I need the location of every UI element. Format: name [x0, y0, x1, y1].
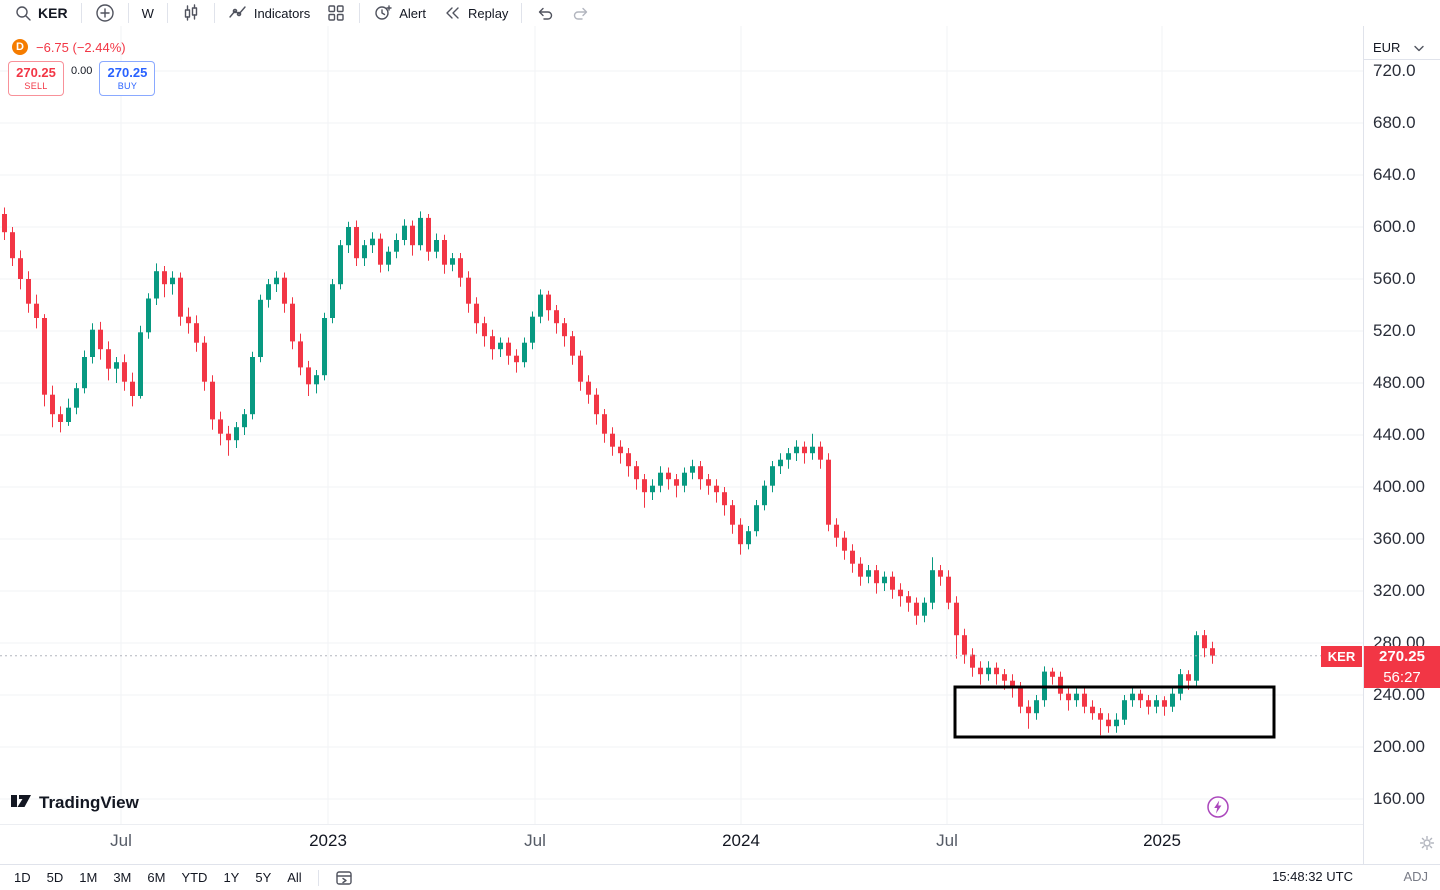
order-panel: 270.25 SELL 0.00 270.25 BUY: [8, 61, 156, 96]
toolbar-divider: [359, 3, 361, 23]
alarm-clock-plus-icon: [373, 3, 393, 23]
buy-label: BUY: [117, 81, 138, 91]
price-change-text: −6.75 (−2.44%): [36, 39, 126, 55]
time-tick-label: Jul: [936, 831, 958, 850]
toolbar-divider: [521, 3, 523, 23]
tradingview-logo-text: TradingView: [39, 792, 139, 812]
price-tick-label: 200.00: [1373, 737, 1425, 756]
price-tick-label: 360.00: [1373, 529, 1425, 548]
compare-add-button[interactable]: [87, 1, 123, 25]
time-tick-label: 2024: [722, 831, 760, 850]
last-price-symbol-tag: KER: [1321, 646, 1362, 667]
price-tick-label: 480.00: [1373, 373, 1425, 392]
redo-button[interactable]: [563, 1, 599, 25]
last-price-label: 270.25: [1364, 646, 1440, 667]
price-tick-label: 520.0: [1373, 321, 1416, 340]
time-axis-settings-icon[interactable]: [1419, 835, 1435, 855]
sell-label: SELL: [24, 81, 48, 91]
price-tick-label: 400.00: [1373, 477, 1425, 496]
axis-separator: [1363, 26, 1364, 890]
range-button-all[interactable]: All: [279, 867, 309, 889]
time-axis[interactable]: Jul 2023 Jul 2024 Jul 2025: [0, 824, 1363, 864]
chevron-down-icon: [1414, 40, 1425, 55]
candles: [2, 207, 1215, 736]
range-button-3m[interactable]: 3M: [105, 867, 139, 889]
layout-grid-button[interactable]: [318, 1, 354, 25]
alert-label: Alert: [399, 5, 426, 21]
currency-selector[interactable]: EUR: [1364, 36, 1440, 60]
price-tick-label: 240.00: [1373, 685, 1425, 704]
boost-lightning-icon[interactable]: [1206, 795, 1230, 824]
search-icon: [14, 4, 32, 22]
price-axis[interactable]: EUR 720.0 680.0 640.0 600.0 560.0 520.0 480.00…: [1364, 26, 1440, 824]
spread-value: 0.00: [64, 61, 100, 77]
range-button-5y[interactable]: 5Y: [247, 867, 279, 889]
range-button-1d[interactable]: 1D: [6, 867, 39, 889]
time-tick-label: Jul: [524, 831, 546, 850]
grid-layout-icon: [326, 3, 346, 23]
symbol-name: KER: [38, 5, 68, 21]
bar-countdown-label: 56:27: [1364, 667, 1440, 688]
time-tick-label: 2023: [309, 831, 347, 850]
chart-type-button[interactable]: [173, 1, 209, 25]
sell-price: 270.25: [16, 65, 56, 80]
delayed-data-badge[interactable]: D: [12, 39, 28, 55]
symbol-search-button[interactable]: KER: [6, 1, 76, 25]
range-button-1m[interactable]: 1M: [71, 867, 105, 889]
indicators-icon: [228, 3, 248, 23]
price-tick-label: 600.0: [1373, 217, 1416, 236]
alert-button[interactable]: Alert: [365, 1, 434, 25]
plus-circle-icon: [95, 3, 115, 23]
price-tick-label: 720.0: [1373, 61, 1416, 80]
price-tick-label: 440.00: [1373, 425, 1425, 444]
toolbar-divider: [213, 3, 215, 23]
toolbar-divider: [166, 3, 168, 23]
range-button-1y[interactable]: 1Y: [215, 867, 247, 889]
buy-button[interactable]: 270.25 BUY: [99, 61, 156, 96]
time-tick-label: Jul: [110, 831, 132, 850]
indicators-label: Indicators: [253, 5, 311, 21]
adjusted-data-toggle[interactable]: ADJ: [1403, 869, 1428, 884]
sell-button[interactable]: 270.25 SELL: [8, 61, 64, 96]
price-tick-label: 640.0: [1373, 165, 1416, 184]
buy-price: 270.25: [107, 65, 148, 80]
range-button-6m[interactable]: 6M: [139, 867, 173, 889]
time-tick-label: 2025: [1143, 831, 1181, 850]
top-toolbar: KER W Indicators: [0, 0, 1440, 26]
drawing-rectangle[interactable]: [953, 685, 1276, 739]
toolbar-divider: [127, 3, 129, 23]
undo-arrow-icon: [535, 3, 555, 23]
replay-label: Replay: [467, 5, 509, 21]
calendar-goto-icon: [335, 869, 353, 887]
replay-rewind-icon: [442, 3, 462, 23]
replay-button[interactable]: Replay: [434, 1, 516, 25]
tradingview-logo[interactable]: TradingView: [10, 789, 139, 816]
redo-arrow-icon: [571, 3, 591, 23]
date-range-buttons: 1D 5D 1M 3M 6M YTD 1Y 5Y All: [6, 867, 310, 889]
range-button-ytd[interactable]: YTD: [173, 867, 215, 889]
price-tick-label: 560.0: [1373, 269, 1416, 288]
price-tick-label: 160.00: [1373, 789, 1425, 808]
go-to-date-button[interactable]: [327, 866, 361, 890]
bottom-toolbar: 1D 5D 1M 3M 6M YTD 1Y 5Y All: [0, 864, 1440, 890]
candlestick-style-icon: [181, 3, 201, 23]
interval-button[interactable]: W: [134, 1, 162, 25]
indicators-button[interactable]: Indicators: [220, 1, 318, 25]
tradingview-logo-icon: [10, 789, 32, 816]
interval-label: W: [141, 5, 154, 21]
price-tick-label: 320.00: [1373, 581, 1425, 600]
toolbar-divider: [80, 3, 82, 23]
price-chart[interactable]: [0, 0, 1363, 824]
session-clock[interactable]: 15:48:32 UTC: [1272, 869, 1353, 884]
range-button-5d[interactable]: 5D: [39, 867, 72, 889]
undo-button[interactable]: [527, 1, 563, 25]
footer-divider: [317, 869, 319, 886]
currency-label: EUR: [1373, 40, 1401, 55]
quote-row: D −6.75 (−2.44%): [12, 39, 126, 55]
price-tick-label: 680.0: [1373, 113, 1416, 132]
